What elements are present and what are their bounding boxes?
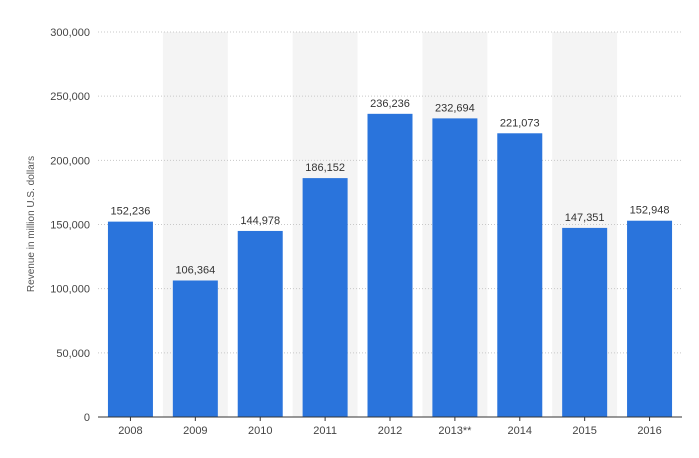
y-tick-label: 100,000 bbox=[50, 284, 90, 296]
y-axis: 0 50,000 100,000 150,000 200,000 250,000 300,0… bbox=[50, 27, 90, 424]
data-labels: 152,236 106,364 144,978 186,152 236,236 232,6… bbox=[111, 98, 670, 277]
y-tick-label: 0 bbox=[84, 412, 90, 424]
y-axis-title: Revenue in million U.S. dollars bbox=[26, 156, 37, 292]
x-tick-label: 2010 bbox=[248, 425, 272, 437]
bar bbox=[562, 227, 608, 417]
bars bbox=[107, 113, 673, 417]
bar bbox=[367, 113, 413, 417]
x-tick-label: 2016 bbox=[637, 425, 661, 437]
x-tick-label: 2012 bbox=[378, 425, 402, 437]
bar-value-label: 152,236 bbox=[111, 206, 151, 218]
y-tick-label: 300,000 bbox=[50, 27, 90, 39]
bar bbox=[497, 133, 543, 417]
x-tick-label: 2014 bbox=[508, 425, 532, 437]
bar bbox=[237, 230, 283, 417]
x-tick-label: 2008 bbox=[118, 425, 142, 437]
x-tick-label: 2013** bbox=[438, 425, 472, 437]
bar bbox=[107, 221, 153, 417]
bar bbox=[302, 178, 348, 417]
x-tick-label: 2011 bbox=[313, 425, 337, 437]
bar bbox=[432, 118, 478, 417]
x-tick-label: 2009 bbox=[183, 425, 207, 437]
bar-value-label: 221,073 bbox=[500, 117, 540, 129]
x-axis: 2008 2009 2010 2011 2012 2013** 2014 2015 2016 bbox=[98, 416, 682, 437]
bar-value-label: 144,978 bbox=[240, 215, 280, 227]
bar-value-label: 232,694 bbox=[435, 102, 475, 114]
bar-value-label: 236,236 bbox=[370, 98, 410, 110]
y-tick-label: 200,000 bbox=[50, 155, 90, 167]
bar-value-label: 152,948 bbox=[630, 205, 670, 217]
y-tick-label: 50,000 bbox=[56, 348, 90, 360]
y-tick-label: 150,000 bbox=[50, 220, 90, 232]
x-tick-label: 2015 bbox=[572, 425, 596, 437]
bar-value-label: 147,351 bbox=[565, 212, 605, 224]
bar bbox=[172, 280, 218, 417]
bar-value-label: 186,152 bbox=[305, 162, 345, 174]
y-tick-label: 250,000 bbox=[50, 91, 90, 103]
bar-value-label: 106,364 bbox=[175, 264, 215, 276]
bar bbox=[627, 220, 673, 417]
